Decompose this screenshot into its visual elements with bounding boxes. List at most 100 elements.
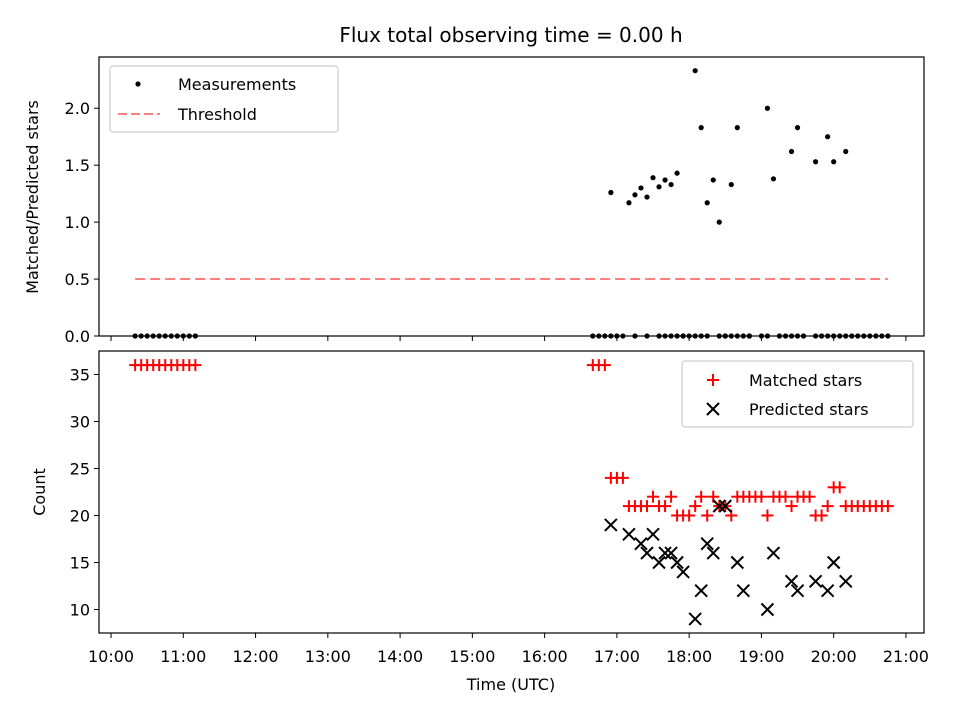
x-tick-label: 16:00 <box>522 647 568 666</box>
top-y-ticks: 0.0 0.5 1.0 1.5 2.0 <box>65 99 99 346</box>
matched-star-point <box>640 500 653 513</box>
x-tick-label: 20:00 <box>811 647 857 666</box>
measurement-point <box>710 177 716 183</box>
measurement-point <box>770 176 777 182</box>
legend-measurements-marker <box>135 81 141 87</box>
matched-star-point <box>689 500 702 513</box>
bottom-panel: 10 15 20 25 30 35 10:00 11:00 12:00 13:00 14:00 15… <box>30 350 929 694</box>
legend-predicted-label: Predicted stars <box>749 400 869 419</box>
measurement-point <box>831 159 837 165</box>
predicted-star-point <box>712 499 726 513</box>
top-y-axis-label: Matched/Predicted stars <box>23 100 42 294</box>
predicted-star-point <box>658 546 672 560</box>
measurement-point <box>674 170 680 176</box>
bottom-y-ticks: 10 15 20 25 30 35 <box>70 366 99 620</box>
measurement-point <box>764 105 771 111</box>
measurement-point <box>656 184 662 190</box>
predicted-star-point <box>694 583 708 598</box>
matched-star-point <box>803 490 816 503</box>
measurement-point <box>794 125 801 131</box>
predicted-star-point <box>676 565 690 579</box>
matched-star-point <box>761 509 774 522</box>
matched-star-point <box>683 509 696 522</box>
measurement-point <box>734 125 740 131</box>
top-panel: Flux total observing time = 0.00 h 0.00.… <box>23 23 925 346</box>
matched-star-point <box>785 500 798 513</box>
measurement-point <box>644 194 650 200</box>
measurement-point <box>788 148 795 155</box>
matched-star-point <box>701 509 714 522</box>
measurement-point <box>728 181 734 188</box>
predicted-star-point <box>664 546 678 560</box>
bottom-legend-box <box>681 360 914 428</box>
measurement-point <box>704 200 710 206</box>
x-tick-label: 10:00 <box>88 647 134 666</box>
matched-star-point <box>189 359 202 372</box>
top-y-tick-label: 1.5 <box>65 156 90 175</box>
measurement-point <box>692 68 698 74</box>
matched-star-point <box>665 490 678 503</box>
matched-star-points <box>129 359 894 522</box>
predicted-star-point <box>736 583 751 598</box>
measurement-point <box>608 189 614 196</box>
matched-star-point <box>779 490 792 503</box>
matched-star-point <box>695 490 708 503</box>
legend-measurements-label: Measurements <box>178 75 296 94</box>
measurement-point <box>662 177 668 183</box>
x-tick-label: 11:00 <box>160 647 206 666</box>
measurement-point <box>698 125 704 131</box>
top-legend: Measurements Threshold <box>109 65 339 133</box>
bottom-axes-frame <box>98 350 925 634</box>
measurement-point <box>638 185 644 191</box>
top-y-tick-label: 2.0 <box>65 99 90 118</box>
x-axis-label: Time (UTC) <box>466 675 555 694</box>
predicted-star-point <box>808 574 823 589</box>
predicted-star-point <box>718 499 732 513</box>
predicted-star-point <box>826 555 841 570</box>
bottom-x-ticks: 10:00 11:00 12:00 13:00 14:00 15:00 16:00 17:00… <box>88 633 929 666</box>
predicted-star-point <box>670 555 684 570</box>
bottom-y-tick-label: 10 <box>70 601 90 620</box>
predicted-star-point <box>688 612 702 626</box>
bottom-y-tick-label: 30 <box>70 413 90 432</box>
top-axes-frame <box>98 56 925 337</box>
legend-matched-marker <box>707 374 719 386</box>
top-y-tick-label: 0.5 <box>65 270 90 289</box>
x-tick-label: 18:00 <box>666 647 712 666</box>
x-tick-label: 14:00 <box>377 647 423 666</box>
predicted-star-point <box>652 555 666 570</box>
predicted-star-point <box>622 527 636 542</box>
measurement-point <box>650 175 656 181</box>
predicted-star-point <box>604 518 618 532</box>
predicted-star-point <box>790 583 805 598</box>
legend-predicted-marker <box>706 402 720 416</box>
bottom-y-axis-label: Count <box>30 468 49 516</box>
x-tick-label: 13:00 <box>305 647 351 666</box>
measurement-point <box>716 219 722 225</box>
legend-threshold-label: Threshold <box>177 105 257 124</box>
x-tick-label: 12:00 <box>233 647 279 666</box>
chart-title: Flux total observing time = 0.00 h <box>339 23 682 47</box>
predicted-star-point <box>766 546 781 560</box>
predicted-star-point <box>706 546 720 560</box>
measurement-point <box>668 181 674 188</box>
bottom-y-tick-label: 25 <box>70 460 90 479</box>
predicted-star-point <box>730 555 745 570</box>
x-tick-label: 15:00 <box>449 647 495 666</box>
matched-star-point <box>821 500 834 513</box>
matched-star-point <box>616 471 629 484</box>
matched-star-point <box>881 500 894 513</box>
x-tick-label: 21:00 <box>883 647 929 666</box>
measurement-point <box>632 192 638 198</box>
predicted-star-point <box>640 546 654 560</box>
top-y-tick-label: 1.0 <box>65 213 90 232</box>
predicted-star-point <box>760 602 775 617</box>
bottom-y-tick-label: 35 <box>70 366 90 385</box>
predicted-star-point <box>646 527 660 542</box>
measurement-point <box>813 159 819 165</box>
top-legend-box <box>109 65 339 133</box>
measurement-point <box>843 148 849 155</box>
x-tick-label: 19:00 <box>738 647 784 666</box>
predicted-star-points <box>604 499 853 626</box>
